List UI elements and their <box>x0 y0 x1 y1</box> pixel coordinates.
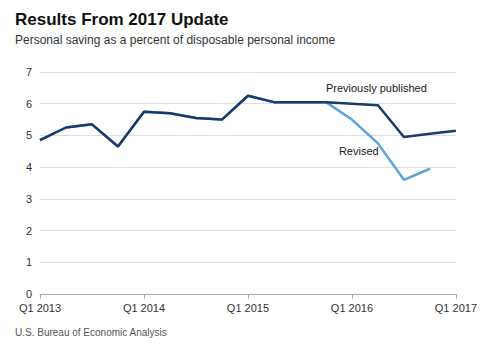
svg-text:3: 3 <box>26 193 32 205</box>
svg-text:Revised: Revised <box>339 145 379 157</box>
svg-text:Q1 2015: Q1 2015 <box>227 302 269 314</box>
svg-text:1: 1 <box>26 256 32 268</box>
svg-text:4: 4 <box>26 161 32 173</box>
svg-text:Q1 2016: Q1 2016 <box>331 302 373 314</box>
svg-text:5: 5 <box>26 129 32 141</box>
svg-text:Results From 2017 Update: Results From 2017 Update <box>15 10 229 29</box>
svg-text:Previously published: Previously published <box>326 82 427 94</box>
svg-text:Personal saving as a percent o: Personal saving as a percent of disposab… <box>15 33 336 47</box>
svg-text:U.S. Bureau of Economic Analys: U.S. Bureau of Economic Analysis <box>15 327 167 338</box>
svg-text:6: 6 <box>26 98 32 110</box>
svg-text:0: 0 <box>26 288 32 300</box>
svg-text:7: 7 <box>26 66 32 78</box>
svg-text:Q1 2013: Q1 2013 <box>19 302 61 314</box>
svg-text:Q1 2014: Q1 2014 <box>123 302 165 314</box>
svg-text:Q1 2017: Q1 2017 <box>435 302 477 314</box>
svg-text:2: 2 <box>26 225 32 237</box>
